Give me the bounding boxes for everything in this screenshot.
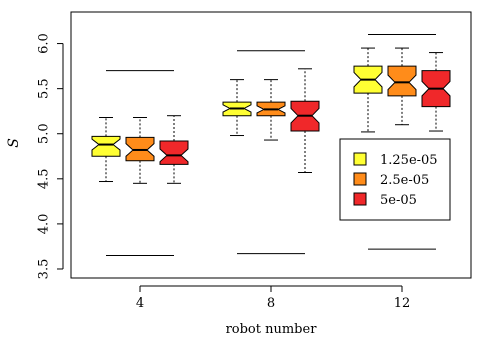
legend: 1.25e-05 2.5e-05 5e-05 bbox=[339, 138, 451, 221]
y-tick-label: 6.0 bbox=[37, 33, 52, 54]
box-12-5e-05 bbox=[421, 52, 451, 132]
box-12-2.5e-05 bbox=[387, 47, 417, 126]
y-tick-label: 5.0 bbox=[37, 123, 52, 144]
legend-label: 5e-05 bbox=[380, 193, 417, 208]
box-4-2.5e-05 bbox=[125, 116, 155, 184]
y-tick-label: 4.5 bbox=[37, 168, 52, 189]
reference-lines bbox=[106, 34, 436, 256]
legend-items: 1.25e-05 2.5e-05 5e-05 bbox=[353, 152, 438, 208]
legend-swatch bbox=[353, 192, 367, 206]
box-8-5e-05 bbox=[290, 68, 320, 174]
x-axis-label: robot number bbox=[226, 322, 318, 337]
x-tick-label: 12 bbox=[394, 296, 411, 311]
notched-box bbox=[159, 140, 189, 165]
notched-box bbox=[387, 65, 417, 97]
y-axis: 3.5 4.0 4.5 5.0 5.5 6.0 bbox=[37, 33, 64, 279]
legend-swatch bbox=[353, 152, 367, 166]
box-8-2.5e-05 bbox=[256, 79, 286, 141]
y-tick-label: 4.0 bbox=[37, 214, 52, 235]
y-tick-label: 5.5 bbox=[37, 78, 52, 99]
notched-box bbox=[91, 135, 121, 157]
y-axis-label: S bbox=[6, 138, 22, 148]
box-4-5e-05 bbox=[159, 115, 189, 184]
legend-label: 1.25e-05 bbox=[380, 153, 438, 168]
y-tick-label: 3.5 bbox=[37, 259, 52, 280]
box-8-1.25e-05 bbox=[222, 79, 252, 137]
x-tick-label: 8 bbox=[267, 296, 275, 311]
box-4-1.25e-05 bbox=[91, 116, 121, 183]
legend-label: 2.5e-05 bbox=[380, 173, 429, 188]
legend-swatch bbox=[353, 172, 367, 186]
x-tick-label: 4 bbox=[136, 296, 144, 311]
boxes-layer bbox=[91, 47, 451, 184]
x-axis: 4 8 12 bbox=[136, 285, 411, 311]
box-12-1.25e-05 bbox=[353, 47, 383, 133]
plot-frame bbox=[70, 11, 472, 279]
